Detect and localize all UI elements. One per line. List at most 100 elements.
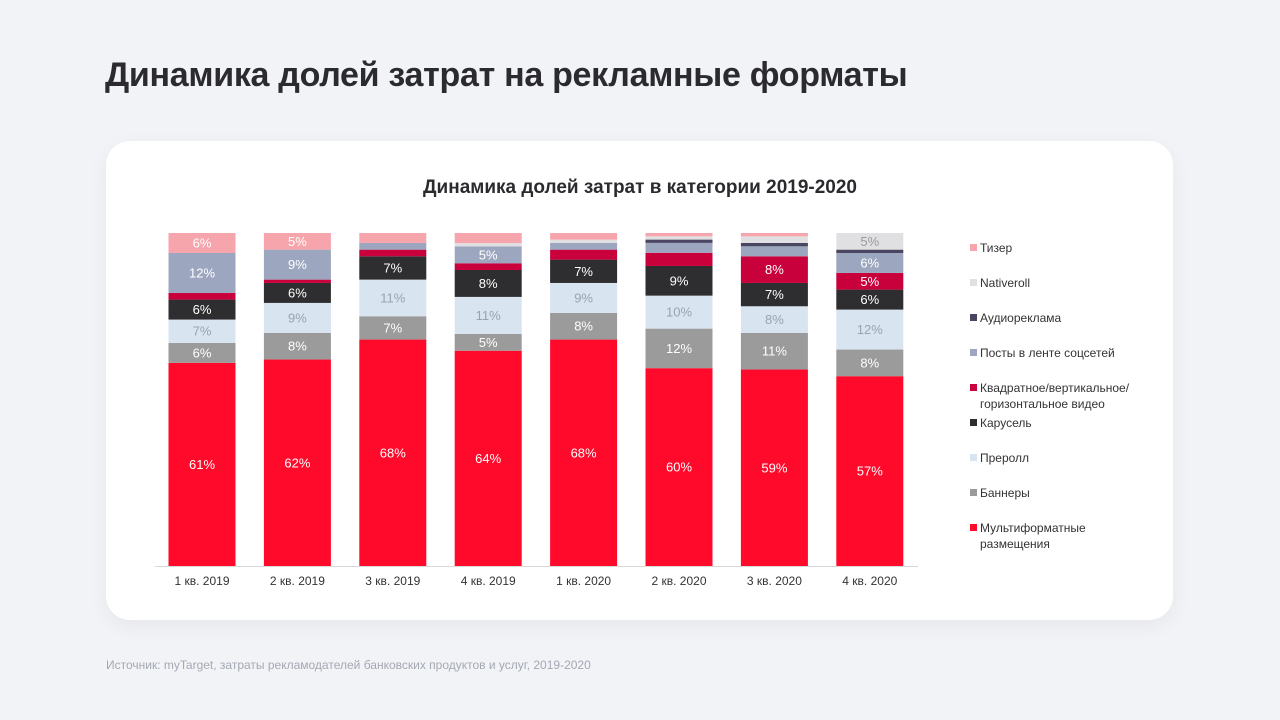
data-label: 6% (860, 255, 879, 270)
data-label: 6% (193, 302, 212, 317)
data-label: 7% (574, 264, 593, 279)
data-label: 10% (666, 305, 692, 320)
data-label: 68% (571, 445, 597, 460)
data-label: 6% (193, 345, 212, 360)
legend-label: Тизер (980, 241, 1013, 255)
data-label: 7% (765, 287, 784, 302)
data-label: 64% (475, 451, 501, 466)
bar-segment (740, 246, 808, 257)
data-label: 9% (288, 310, 307, 325)
data-label: 6% (288, 285, 307, 300)
source-note: Источник: myTarget, затраты рекламодател… (106, 658, 591, 672)
bar-segment (359, 279, 427, 317)
bar-segment (645, 328, 713, 369)
bar-segment (454, 270, 522, 297)
bar-segment (359, 242, 427, 250)
bar-segment (263, 302, 331, 333)
bar-segment (550, 312, 618, 340)
page-title: Динамика долей затрат на рекламные форма… (105, 56, 908, 94)
legend-label: Преролл (980, 451, 1030, 465)
data-label: 9% (288, 257, 307, 272)
data-label: 5% (860, 274, 879, 289)
bar-segment (168, 299, 236, 320)
bar-segment (454, 246, 522, 264)
bar-segment (168, 252, 236, 293)
bar-segment (645, 265, 713, 296)
legend-swatch (970, 454, 977, 461)
bar-segment (645, 242, 713, 253)
bar-segment (168, 233, 236, 253)
bar-segment (263, 332, 331, 360)
data-label: 57% (857, 464, 883, 479)
bar-segment (263, 249, 331, 280)
legend-label: Баннеры (980, 486, 1030, 500)
bar-segment (550, 249, 618, 260)
bar-segment (550, 259, 618, 283)
x-tick-label: 2 кв. 2020 (652, 574, 707, 588)
bar-segment (836, 233, 904, 250)
data-label: 8% (765, 312, 784, 327)
data-label: 12% (666, 341, 692, 356)
bar-segment (454, 233, 522, 244)
bar-segment (740, 256, 808, 283)
bar-segment (168, 292, 236, 300)
data-label: 8% (860, 355, 879, 370)
bar-segment (645, 252, 713, 266)
bar-segment (454, 263, 522, 270)
data-label: 7% (383, 320, 402, 335)
bar-segment (836, 249, 904, 253)
bar-segment (645, 295, 713, 329)
legend-label: Посты в ленте соцсетей (980, 346, 1115, 360)
bar-segment (836, 349, 904, 377)
data-label: 8% (574, 319, 593, 334)
bar-segment (263, 279, 331, 283)
bar-segment (550, 239, 618, 243)
bar-segment (454, 333, 522, 351)
bar-segment (740, 242, 808, 247)
bar-segment (454, 243, 522, 247)
bar-segment (168, 362, 236, 566)
data-label: 5% (288, 234, 307, 249)
bar-segment (645, 236, 713, 240)
legend-label: Квадратное/вертикальное/горизонтальное в… (980, 381, 1130, 411)
data-label: 5% (479, 335, 498, 350)
bar-segment (740, 236, 808, 243)
data-label: 61% (189, 457, 215, 472)
bar-segment (359, 233, 427, 243)
legend-swatch (970, 244, 977, 251)
bar-segment (359, 316, 427, 340)
bar-segment (740, 369, 808, 566)
bar-segment (740, 306, 808, 333)
bar-segment (550, 233, 618, 240)
bar-segment (263, 359, 331, 566)
data-label: 59% (761, 460, 787, 475)
legend-swatch (970, 524, 977, 531)
data-label: 6% (193, 235, 212, 250)
bar-segment (836, 252, 904, 273)
data-label: 12% (189, 265, 215, 280)
chart-title: Динамика долей затрат в категории 2019-2… (423, 177, 857, 198)
x-tick-label: 4 кв. 2019 (461, 574, 516, 588)
data-label: 60% (666, 460, 692, 475)
data-label: 8% (479, 276, 498, 291)
data-label: 12% (857, 322, 883, 337)
legend-label: Карусель (980, 416, 1032, 430)
legend-swatch (970, 279, 977, 286)
legend-swatch (970, 349, 977, 356)
bar-segment (263, 282, 331, 303)
data-label: 9% (574, 290, 593, 305)
x-tick-label: 1 кв. 2020 (556, 574, 611, 588)
data-label: 7% (193, 324, 212, 339)
bar-segment (836, 309, 904, 350)
data-label: 68% (380, 445, 406, 460)
x-tick-label: 3 кв. 2019 (365, 574, 420, 588)
data-label: 11% (476, 308, 501, 323)
bar-segment (168, 342, 236, 363)
data-label: 9% (670, 273, 689, 288)
legend-label: Мультиформатные размещения (980, 521, 1086, 551)
legend-swatch (970, 489, 977, 496)
bar-segment (740, 332, 808, 370)
data-label: 8% (288, 339, 307, 354)
bar-segment (550, 242, 618, 250)
